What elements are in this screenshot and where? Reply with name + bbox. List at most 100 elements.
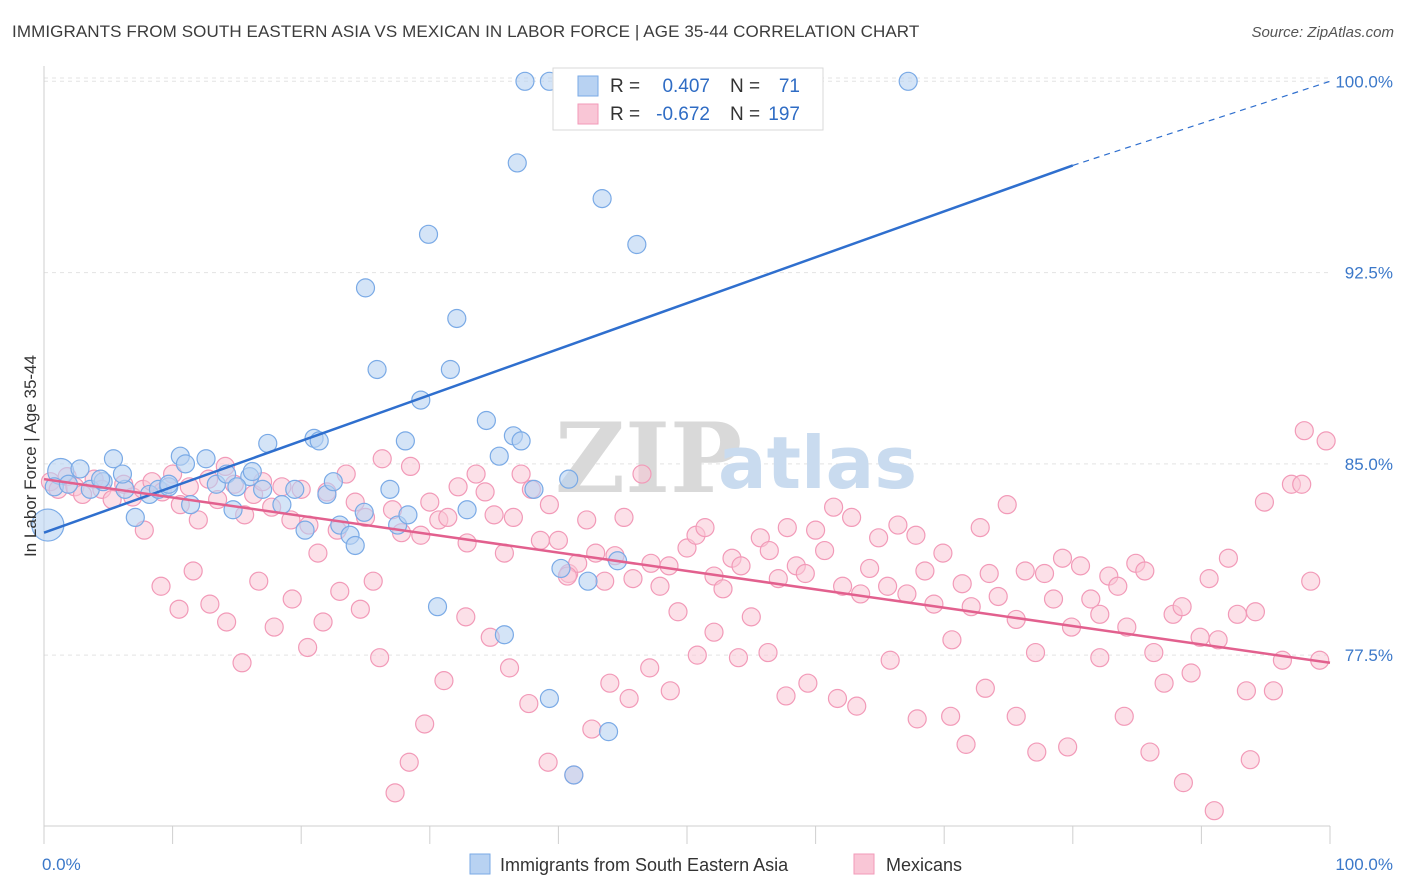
mexicans-points <box>40 421 1336 821</box>
mexicans-point-108 <box>1034 563 1055 584</box>
mexicans-point-124 <box>1181 663 1201 683</box>
mexicans-point-83 <box>805 520 826 540</box>
trend-lines <box>43 80 1331 665</box>
sea-point-4 <box>70 459 90 479</box>
mexicans-point-75 <box>731 556 751 576</box>
bottom-legend-label-2: Mexicans <box>886 855 962 875</box>
bottom-legend-label-1: Immigrants from South Eastern Asia <box>500 855 789 875</box>
source-label: Source: ZipAtlas.com <box>1251 24 1394 41</box>
mexicans-point-67 <box>659 556 679 576</box>
mexicans-point-172 <box>499 658 520 678</box>
legend-swatch-blue <box>577 75 599 97</box>
axes <box>43 66 1331 844</box>
watermark-atlas: atlas <box>718 421 917 505</box>
sea-point-32 <box>345 535 365 556</box>
mexicans-point-132 <box>1254 492 1275 512</box>
mexicans-point-187 <box>232 653 252 673</box>
mexicans-point-58 <box>577 510 597 530</box>
mexicans-point-64 <box>632 464 652 484</box>
mexicans-point-102 <box>979 563 999 584</box>
mexicans-point-189 <box>200 594 220 614</box>
mexicans-point-113 <box>1081 589 1101 609</box>
mexicans-point-191 <box>169 599 189 619</box>
mexicans-point-48 <box>484 505 504 525</box>
mexicans-point-63 <box>623 569 643 589</box>
mexicans-point-76 <box>741 607 761 627</box>
sea-point-59 <box>627 234 647 255</box>
mexicans-point-142 <box>1204 801 1224 821</box>
mexicans-point-166 <box>600 673 620 693</box>
mexicans-point-159 <box>758 642 778 663</box>
y-axis-label: In Labor Force | Age 35-44 <box>21 355 40 557</box>
series-legend: Immigrants from South Eastern Asia Mexic… <box>469 853 962 875</box>
sea-point-7 <box>103 449 124 469</box>
mexicans-point-154 <box>880 650 900 670</box>
mexicans-point-36 <box>372 449 392 469</box>
mexicans-point-80 <box>777 518 797 538</box>
sea-point-22 <box>253 479 273 499</box>
mexicans-point-164 <box>640 658 660 678</box>
mexicans-point-89 <box>860 558 880 579</box>
mexicans-point-140 <box>1294 421 1314 441</box>
legend-swatch-pink <box>577 103 599 125</box>
y-tick-label-2: 92.5% <box>1345 264 1393 283</box>
mexicans-point-35 <box>363 571 383 591</box>
mexicans-point-131 <box>1245 602 1266 622</box>
sea-point-46 <box>489 446 509 466</box>
mexicans-point-156 <box>827 688 848 709</box>
mexicans-point-127 <box>1208 630 1228 650</box>
mexicans-point-16 <box>188 510 208 530</box>
mexicans-point-103 <box>988 586 1008 607</box>
sea-trend-extension <box>1072 80 1331 167</box>
sea-point-37 <box>395 431 415 451</box>
mexicans-point-73 <box>713 579 733 599</box>
mexicans-point-65 <box>641 553 661 573</box>
mexicans-point-180 <box>350 599 370 619</box>
mexicans-point-133 <box>1263 681 1284 701</box>
y-tick-label-1: 85.0% <box>1345 455 1393 474</box>
mexicans-point-85 <box>824 497 844 517</box>
mexicans-point-145 <box>1114 706 1134 726</box>
mexicans-point-98 <box>942 630 962 650</box>
mexicans-point-137 <box>1301 571 1321 591</box>
mexicans-point-84 <box>815 540 835 561</box>
y-tick-labels: 77.5% 85.0% 92.5% 100.0% <box>1335 72 1393 665</box>
mexicans-point-153 <box>907 709 927 729</box>
mexicans-point-50 <box>503 507 523 528</box>
mexicans-point-60 <box>595 571 615 591</box>
legend-r-label-2: R = <box>610 104 640 125</box>
sea-point-41 <box>427 597 448 617</box>
mexicans-point-106 <box>1015 561 1035 581</box>
mexicans-point-41 <box>420 492 440 512</box>
y-tick-label-3: 100.0% <box>1335 72 1393 91</box>
mexicans-point-116 <box>1108 576 1128 596</box>
mexicans-point-40 <box>411 525 431 545</box>
sea-point-56 <box>592 189 612 209</box>
mexicans-point-179 <box>370 648 390 668</box>
legend-r-value-1: 0.407 <box>662 76 710 97</box>
sea-point-63 <box>898 71 918 91</box>
mexicans-point-45 <box>457 533 477 553</box>
mexicans-point-95 <box>915 561 935 581</box>
mexicans-point-121 <box>1154 673 1174 693</box>
sea-point-67 <box>227 477 247 497</box>
mexicans-point-39 <box>400 456 421 477</box>
mexicans-point-107 <box>1025 642 1046 663</box>
sea-point-43 <box>447 308 467 329</box>
legend-n-value-1: 71 <box>779 76 800 97</box>
sea-point-26 <box>295 520 315 540</box>
sea-point-53 <box>559 469 579 489</box>
mexicans-point-151 <box>956 734 976 754</box>
sea-point-52 <box>551 558 571 579</box>
x-tick-labels: 0.0% 100.0% <box>42 855 1393 874</box>
mexicans-point-178 <box>385 783 405 803</box>
sea-point-33 <box>355 278 376 298</box>
legend-n-value-2: 197 <box>768 104 800 125</box>
mexicans-point-112 <box>1070 556 1091 576</box>
mexicans-point-123 <box>1172 597 1192 617</box>
mexicans-point-119 <box>1135 561 1155 581</box>
sea-point-38 <box>398 505 418 525</box>
mexicans-point-126 <box>1199 569 1219 589</box>
mexicans-point-94 <box>906 525 926 545</box>
sea-point-24 <box>272 495 292 515</box>
